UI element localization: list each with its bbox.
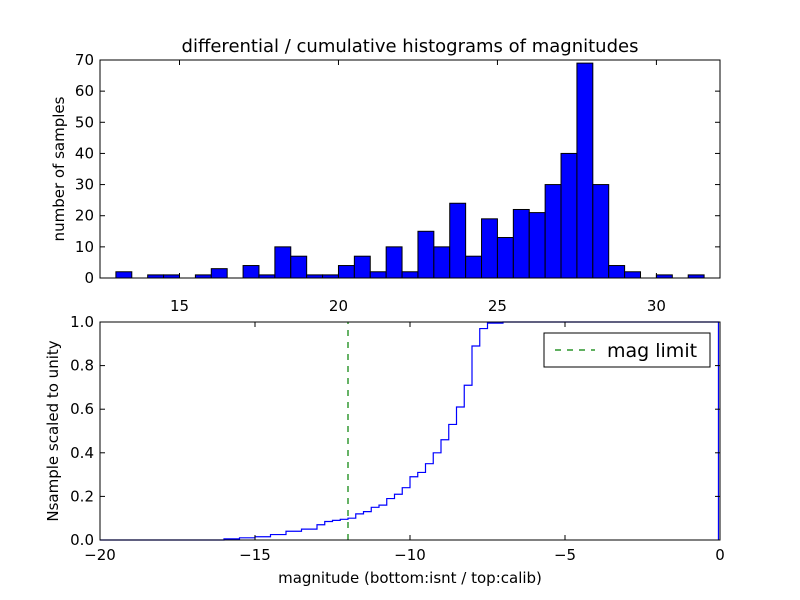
histogram-bar-4	[210, 268, 228, 279]
histogram-bar-5	[242, 265, 260, 279]
figure-title: differential / cumulative histograms of …	[182, 36, 639, 57]
bottom-y-tick-label-4: 0.8	[70, 357, 94, 375]
legend: mag limit	[543, 332, 711, 368]
histogram-bar-24	[544, 184, 562, 279]
histogram-bar-18	[449, 202, 467, 279]
bottom-x-tick-label-4: 0	[715, 546, 725, 564]
bottom-lines	[100, 321, 720, 541]
bottom-y-tick-label-0: 0.0	[70, 531, 94, 549]
histogram-bar-21	[496, 237, 514, 279]
top-x-tick-label-2: 25	[488, 297, 507, 315]
bottom-x-tick-label-3: −5	[554, 546, 576, 564]
bottom-y-tick-label-5: 1.0	[70, 313, 94, 331]
top-y-tick-label-0: 0	[84, 269, 94, 287]
histogram-bar-17	[433, 246, 451, 279]
histogram-bar-27	[592, 184, 610, 279]
top-y-tick-label-3: 30	[75, 176, 94, 194]
histogram-bar-26	[576, 62, 594, 279]
histogram-bar-28	[608, 265, 626, 279]
top-x-tick-label-1: 20	[329, 297, 348, 315]
histogram-bar-23	[528, 212, 546, 279]
top-bars	[115, 62, 705, 279]
histogram-bar-19	[465, 255, 483, 279]
histogram-bar-12	[353, 255, 371, 279]
bottom-x-axis-label: magnitude (bottom:isnt / top:calib)	[278, 569, 542, 587]
bottom-y-tick-label-1: 0.2	[70, 487, 94, 505]
bottom-x-tick-label-1: −15	[239, 546, 271, 564]
histogram-bar-11	[337, 265, 355, 279]
bottom-y-axis-label: Nsample scaled to unity	[44, 340, 62, 521]
bottom-y-tick-label-2: 0.4	[70, 444, 94, 462]
histogram-bar-0	[115, 271, 133, 279]
histogram-bar-7	[274, 246, 292, 279]
top-y-tick-label-6: 60	[75, 82, 94, 100]
top-y-tick-label-7: 70	[75, 51, 94, 69]
histogram-bar-25	[560, 152, 578, 279]
histogram-bar-20	[481, 218, 498, 279]
histogram-bar-15	[401, 271, 419, 279]
histogram-bar-22	[512, 208, 530, 279]
top-axes-frame	[99, 59, 721, 279]
top-y-tick-label-5: 50	[75, 113, 94, 131]
top-histogram-panel: 0 10 20 30 40 50 60 70 15 20 25 30 number of sample…	[50, 51, 721, 315]
histogram-bar-13	[369, 271, 387, 279]
bottom-y-tick-label-3: 0.6	[70, 400, 94, 418]
top-ticks: 0 10 20 30 40 50 60 70 15 20 25 30	[75, 51, 720, 315]
top-y-tick-label-4: 40	[75, 144, 94, 162]
histogram-bar-14	[385, 246, 403, 279]
histogram-bar-16	[417, 230, 435, 279]
bottom-x-tick-label-0: −20	[84, 546, 116, 564]
top-x-tick-label-0: 15	[170, 297, 189, 315]
top-y-tick-label-2: 20	[75, 207, 94, 225]
bottom-cumulative-panel: 0.0 0.2 0.4 0.6 0.8 1.0 −20 −15 −10 −5 0 magnitude…	[44, 313, 725, 587]
top-y-axis-label: number of samples	[50, 96, 68, 241]
top-x-tick-label-3: 30	[647, 297, 666, 315]
bottom-ticks: 0.0 0.2 0.4 0.6 0.8 1.0 −20 −15 −10 −5 0	[70, 313, 725, 564]
histogram-bar-29	[624, 271, 642, 279]
legend-label-mag-limit: mag limit	[607, 340, 697, 362]
top-y-tick-label-1: 10	[75, 238, 94, 256]
cumulative-step-line	[100, 321, 720, 541]
histogram-bar-8	[290, 255, 308, 279]
bottom-x-tick-label-2: −10	[394, 546, 426, 564]
